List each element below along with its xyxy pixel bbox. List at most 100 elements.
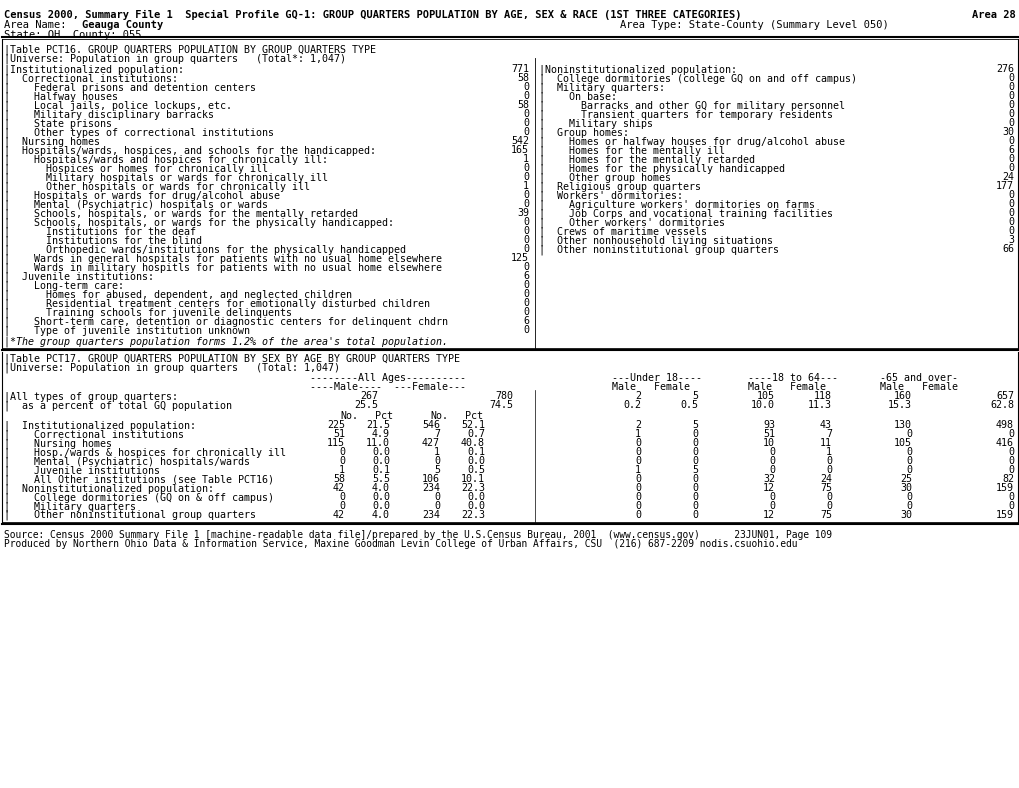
Text: 0: 0 <box>635 483 640 493</box>
Text: |      Residential treatment centers for emotionally disturbed children: | Residential treatment centers for emot… <box>4 298 430 308</box>
Text: |    Mental (Psychiatric) hospitals or wards: | Mental (Psychiatric) hospitals or ward… <box>4 199 268 210</box>
Text: 0: 0 <box>433 501 439 511</box>
Text: 0: 0 <box>691 510 697 520</box>
Text: |  Military quarters:: | Military quarters: <box>538 82 664 92</box>
Text: 0.0: 0.0 <box>372 456 389 466</box>
Text: 780: 780 <box>494 391 513 401</box>
Text: |    Homes or halfway houses for drug/alcohol abuse: | Homes or halfway houses for drug/alcoh… <box>538 136 844 147</box>
Text: 0: 0 <box>691 456 697 466</box>
Text: 225: 225 <box>327 420 344 430</box>
Text: 0: 0 <box>338 456 344 466</box>
Text: |*The group quarters population forms 1.2% of the area's total population.: |*The group quarters population forms 1.… <box>4 336 447 347</box>
Text: |    Homes for the physically handicapped: | Homes for the physically handicapped <box>538 163 785 173</box>
Text: |      Orthopedic wards/institutions for the physically handicapped: | Orthopedic wards/institutions for the … <box>4 244 406 255</box>
Text: 5: 5 <box>691 420 697 430</box>
Text: 11.0: 11.0 <box>366 438 389 448</box>
Text: Source: Census 2000 Summary File 1 [machine-readable data file]/prepared by the : Source: Census 2000 Summary File 1 [mach… <box>4 530 832 540</box>
Text: 25.5: 25.5 <box>354 400 378 410</box>
Text: 0: 0 <box>768 465 774 475</box>
Text: 0.2: 0.2 <box>623 400 640 410</box>
Text: |    Hosp./wards & hospices for chronically ill: | Hosp./wards & hospices for chronically… <box>4 447 285 458</box>
Text: ----18 to 64---: ----18 to 64--- <box>747 373 838 383</box>
Text: 2: 2 <box>635 391 640 401</box>
Text: |    College dormitories (GQ on & off campus): | College dormitories (GQ on & off campu… <box>4 492 274 503</box>
Text: |    Military quarters: | Military quarters <box>4 501 136 511</box>
Text: 0.1: 0.1 <box>467 447 484 457</box>
Text: 0: 0 <box>1007 429 1013 439</box>
Text: 6: 6 <box>1007 145 1013 155</box>
Text: 0: 0 <box>1007 456 1013 466</box>
Text: 0: 0 <box>1007 501 1013 511</box>
Text: 66: 66 <box>1001 244 1013 254</box>
Text: 5.5: 5.5 <box>372 474 389 484</box>
Text: |    Hospitals or wards for drug/alcohol abuse: | Hospitals or wards for drug/alcohol ab… <box>4 190 280 200</box>
Text: 0: 0 <box>1007 154 1013 164</box>
Text: 7: 7 <box>825 429 832 439</box>
Text: |  Religious group quarters: | Religious group quarters <box>538 181 700 191</box>
Text: 6: 6 <box>523 316 529 326</box>
Text: |  Hospitals/wards, hospices, and schools for the handicapped:: | Hospitals/wards, hospices, and schools… <box>4 145 376 155</box>
Text: 0: 0 <box>768 501 774 511</box>
Text: |    Military ships: | Military ships <box>538 118 652 128</box>
Text: |Noninstitutionalized population:: |Noninstitutionalized population: <box>538 64 737 75</box>
Text: 115: 115 <box>327 438 344 448</box>
Text: 0: 0 <box>905 429 911 439</box>
Text: 0: 0 <box>1007 465 1013 475</box>
Text: 6: 6 <box>523 271 529 281</box>
Text: 0: 0 <box>338 447 344 457</box>
Text: 0: 0 <box>1007 163 1013 173</box>
Text: 75: 75 <box>819 510 832 520</box>
Text: 0: 0 <box>523 199 529 209</box>
Text: 0: 0 <box>905 492 911 502</box>
Text: 0: 0 <box>523 91 529 101</box>
Text: 0: 0 <box>523 325 529 335</box>
Text: Geauga County: Geauga County <box>82 20 163 30</box>
Text: |  Noninstitutionalized population:: | Noninstitutionalized population: <box>4 483 214 493</box>
Text: 0: 0 <box>635 501 640 511</box>
Text: |    Nursing homes: | Nursing homes <box>4 438 112 448</box>
Text: 82: 82 <box>1001 474 1013 484</box>
Text: 21.5: 21.5 <box>366 420 389 430</box>
Text: 0.0: 0.0 <box>467 501 484 511</box>
Text: 267: 267 <box>360 391 378 401</box>
Text: 1: 1 <box>433 447 439 457</box>
Text: 30: 30 <box>899 483 911 493</box>
Text: 125: 125 <box>511 253 529 263</box>
Text: 51: 51 <box>762 429 774 439</box>
Text: --------All Ages----------: --------All Ages---------- <box>310 373 466 383</box>
Text: |    On base:: | On base: <box>538 91 616 102</box>
Text: |    Schools, hospitals, or wards for the physically handicapped:: | Schools, hospitals, or wards for the p… <box>4 217 393 228</box>
Text: 771: 771 <box>511 64 529 74</box>
Text: |    Long-term care:: | Long-term care: <box>4 280 124 291</box>
Text: |    Other types of correctional institutions: | Other types of correctional institutio… <box>4 127 274 137</box>
Text: 0: 0 <box>768 447 774 457</box>
Text: 106: 106 <box>422 474 439 484</box>
Text: 160: 160 <box>893 391 911 401</box>
Text: 234: 234 <box>422 510 439 520</box>
Text: |    Federal prisons and detention centers: | Federal prisons and detention centers <box>4 82 256 92</box>
Text: 0: 0 <box>691 492 697 502</box>
Text: |      Homes for abused, dependent, and neglected children: | Homes for abused, dependent, and negle… <box>4 289 352 299</box>
Text: |  Juvenile institutions:: | Juvenile institutions: <box>4 271 154 281</box>
Text: Produced by Northern Ohio Data & Information Service, Maxine Goodman Levin Colle: Produced by Northern Ohio Data & Informa… <box>4 539 797 549</box>
Text: 11.3: 11.3 <box>807 400 832 410</box>
Text: Male   Female: Male Female <box>611 382 689 392</box>
Text: 1: 1 <box>523 154 529 164</box>
Text: |      Transient quarters for temporary residents: | Transient quarters for temporary resid… <box>538 109 833 120</box>
Text: 0.1: 0.1 <box>372 465 389 475</box>
Text: 0: 0 <box>691 447 697 457</box>
Text: 0: 0 <box>905 456 911 466</box>
Text: 0: 0 <box>523 298 529 308</box>
Text: 0: 0 <box>1007 100 1013 110</box>
Text: 32: 32 <box>762 474 774 484</box>
Text: |    Homes for the mentally ill: | Homes for the mentally ill <box>538 145 725 155</box>
Text: 0: 0 <box>523 235 529 245</box>
Text: 546: 546 <box>422 420 439 430</box>
Text: 0: 0 <box>1007 208 1013 218</box>
Text: 93: 93 <box>762 420 774 430</box>
Text: 5: 5 <box>691 465 697 475</box>
Text: 0: 0 <box>1007 73 1013 83</box>
Text: 40.8: 40.8 <box>461 438 484 448</box>
Text: 0: 0 <box>635 456 640 466</box>
Text: 2: 2 <box>635 420 640 430</box>
